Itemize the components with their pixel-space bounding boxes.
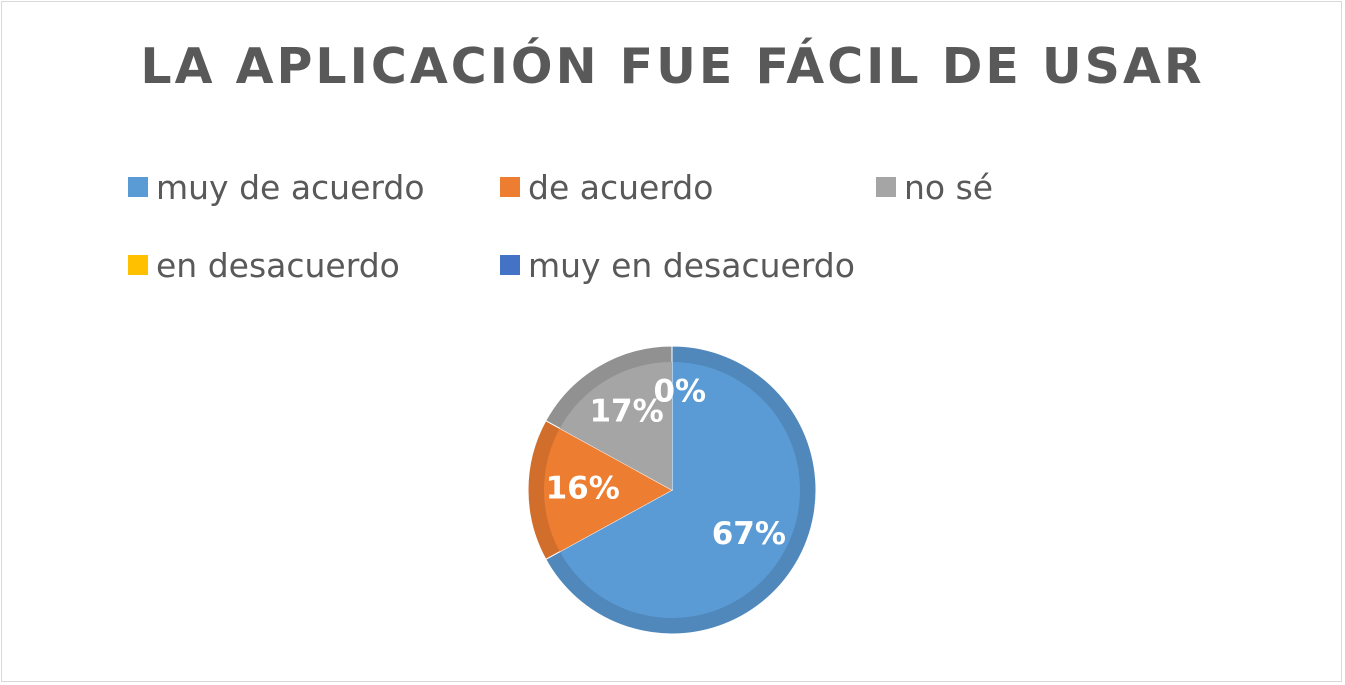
- data-label-no-se: 17%: [589, 394, 663, 430]
- legend-swatch-muy-en-desacuerdo: [500, 255, 520, 275]
- pie-slice-face-de-acuerdo: [544, 428, 672, 552]
- legend-label-no-se: no sé: [904, 167, 994, 207]
- legend-label-muy-de-acuerdo: muy de acuerdo: [156, 167, 425, 207]
- legend-swatch-no-se: [876, 177, 896, 197]
- legend-label-muy-en-desacuerdo: muy en desacuerdo: [528, 245, 855, 285]
- legend-item-en-desacuerdo: en desacuerdo: [128, 245, 400, 285]
- legend-item-no-se: no sé: [876, 167, 993, 207]
- legend-item-muy-en-desacuerdo: muy en desacuerdo: [500, 245, 855, 285]
- legend-item-muy-de-acuerdo: muy de acuerdo: [128, 167, 425, 207]
- legend-label-en-desacuerdo: en desacuerdo: [156, 245, 400, 285]
- pie-slice-face-muy-de-acuerdo: [559, 362, 800, 618]
- pie-slice-de-acuerdo: [527, 419, 674, 561]
- legend-item-de-acuerdo: de acuerdo: [500, 167, 713, 207]
- data-label-de-acuerdo: 16%: [546, 471, 620, 507]
- legend-swatch-en-desacuerdo: [128, 255, 148, 275]
- data-label-muy-de-acuerdo: 67%: [712, 516, 786, 552]
- chart-title: LA APLICACIÓN FUE FÁCIL DE USAR: [140, 38, 1205, 95]
- pie-slice-muy-de-acuerdo: [545, 345, 817, 635]
- legend-swatch-muy-de-acuerdo: [128, 177, 148, 197]
- pie-slice-no-se: [545, 345, 673, 491]
- legend-swatch-de-acuerdo: [500, 177, 520, 197]
- data-label-muy-en-desacuerdo: 0%: [653, 374, 706, 410]
- pie-slice-face-no-se: [559, 362, 672, 490]
- legend-label-de-acuerdo: de acuerdo: [528, 167, 714, 207]
